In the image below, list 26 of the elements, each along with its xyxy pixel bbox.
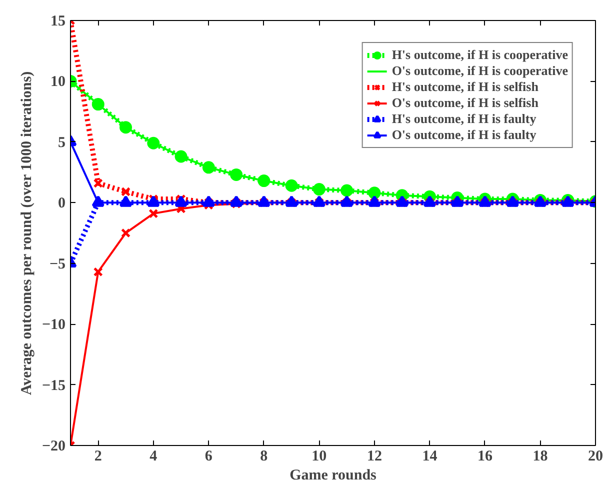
y-tick-label: 15 <box>50 14 66 30</box>
x-tick-label: 4 <box>150 448 158 464</box>
x-axis-title: Game rounds <box>290 468 377 484</box>
x-tick-label: 16 <box>477 448 493 464</box>
y-tick-label: −5 <box>49 256 66 272</box>
x-tick-label: 8 <box>260 448 268 464</box>
legend-label: H's outcome, if H is cooperative <box>392 47 568 63</box>
legend-label: O's outcome, if H is cooperative <box>392 63 568 79</box>
legend-label: O's outcome, if H is selfish <box>392 95 538 111</box>
legend-label: H's outcome, if H is selfish <box>392 79 538 95</box>
y-tick-label: −10 <box>42 317 66 334</box>
y-axis-title: Average outcomes per round (over 1000 iterations) <box>18 71 35 396</box>
legend-label: H's outcome, if H is faulty <box>392 111 536 127</box>
y-tick-label: 5 <box>58 134 66 151</box>
x-tick-label: 10 <box>312 448 327 464</box>
x-tick-label: 20 <box>588 448 603 464</box>
x-tick-label: 14 <box>422 448 438 464</box>
y-tick-label: −15 <box>42 378 66 394</box>
legend-label: O's outcome, if H is faulty <box>392 127 536 143</box>
y-tick-label: 0 <box>58 196 66 212</box>
x-tick-label: 12 <box>366 448 382 464</box>
y-tick-label: 10 <box>50 74 66 90</box>
x-tick-label: 6 <box>204 448 213 464</box>
y-tick-label: −20 <box>42 438 66 454</box>
x-tick-label: 2 <box>94 448 102 464</box>
x-tick-label: 18 <box>532 448 548 464</box>
